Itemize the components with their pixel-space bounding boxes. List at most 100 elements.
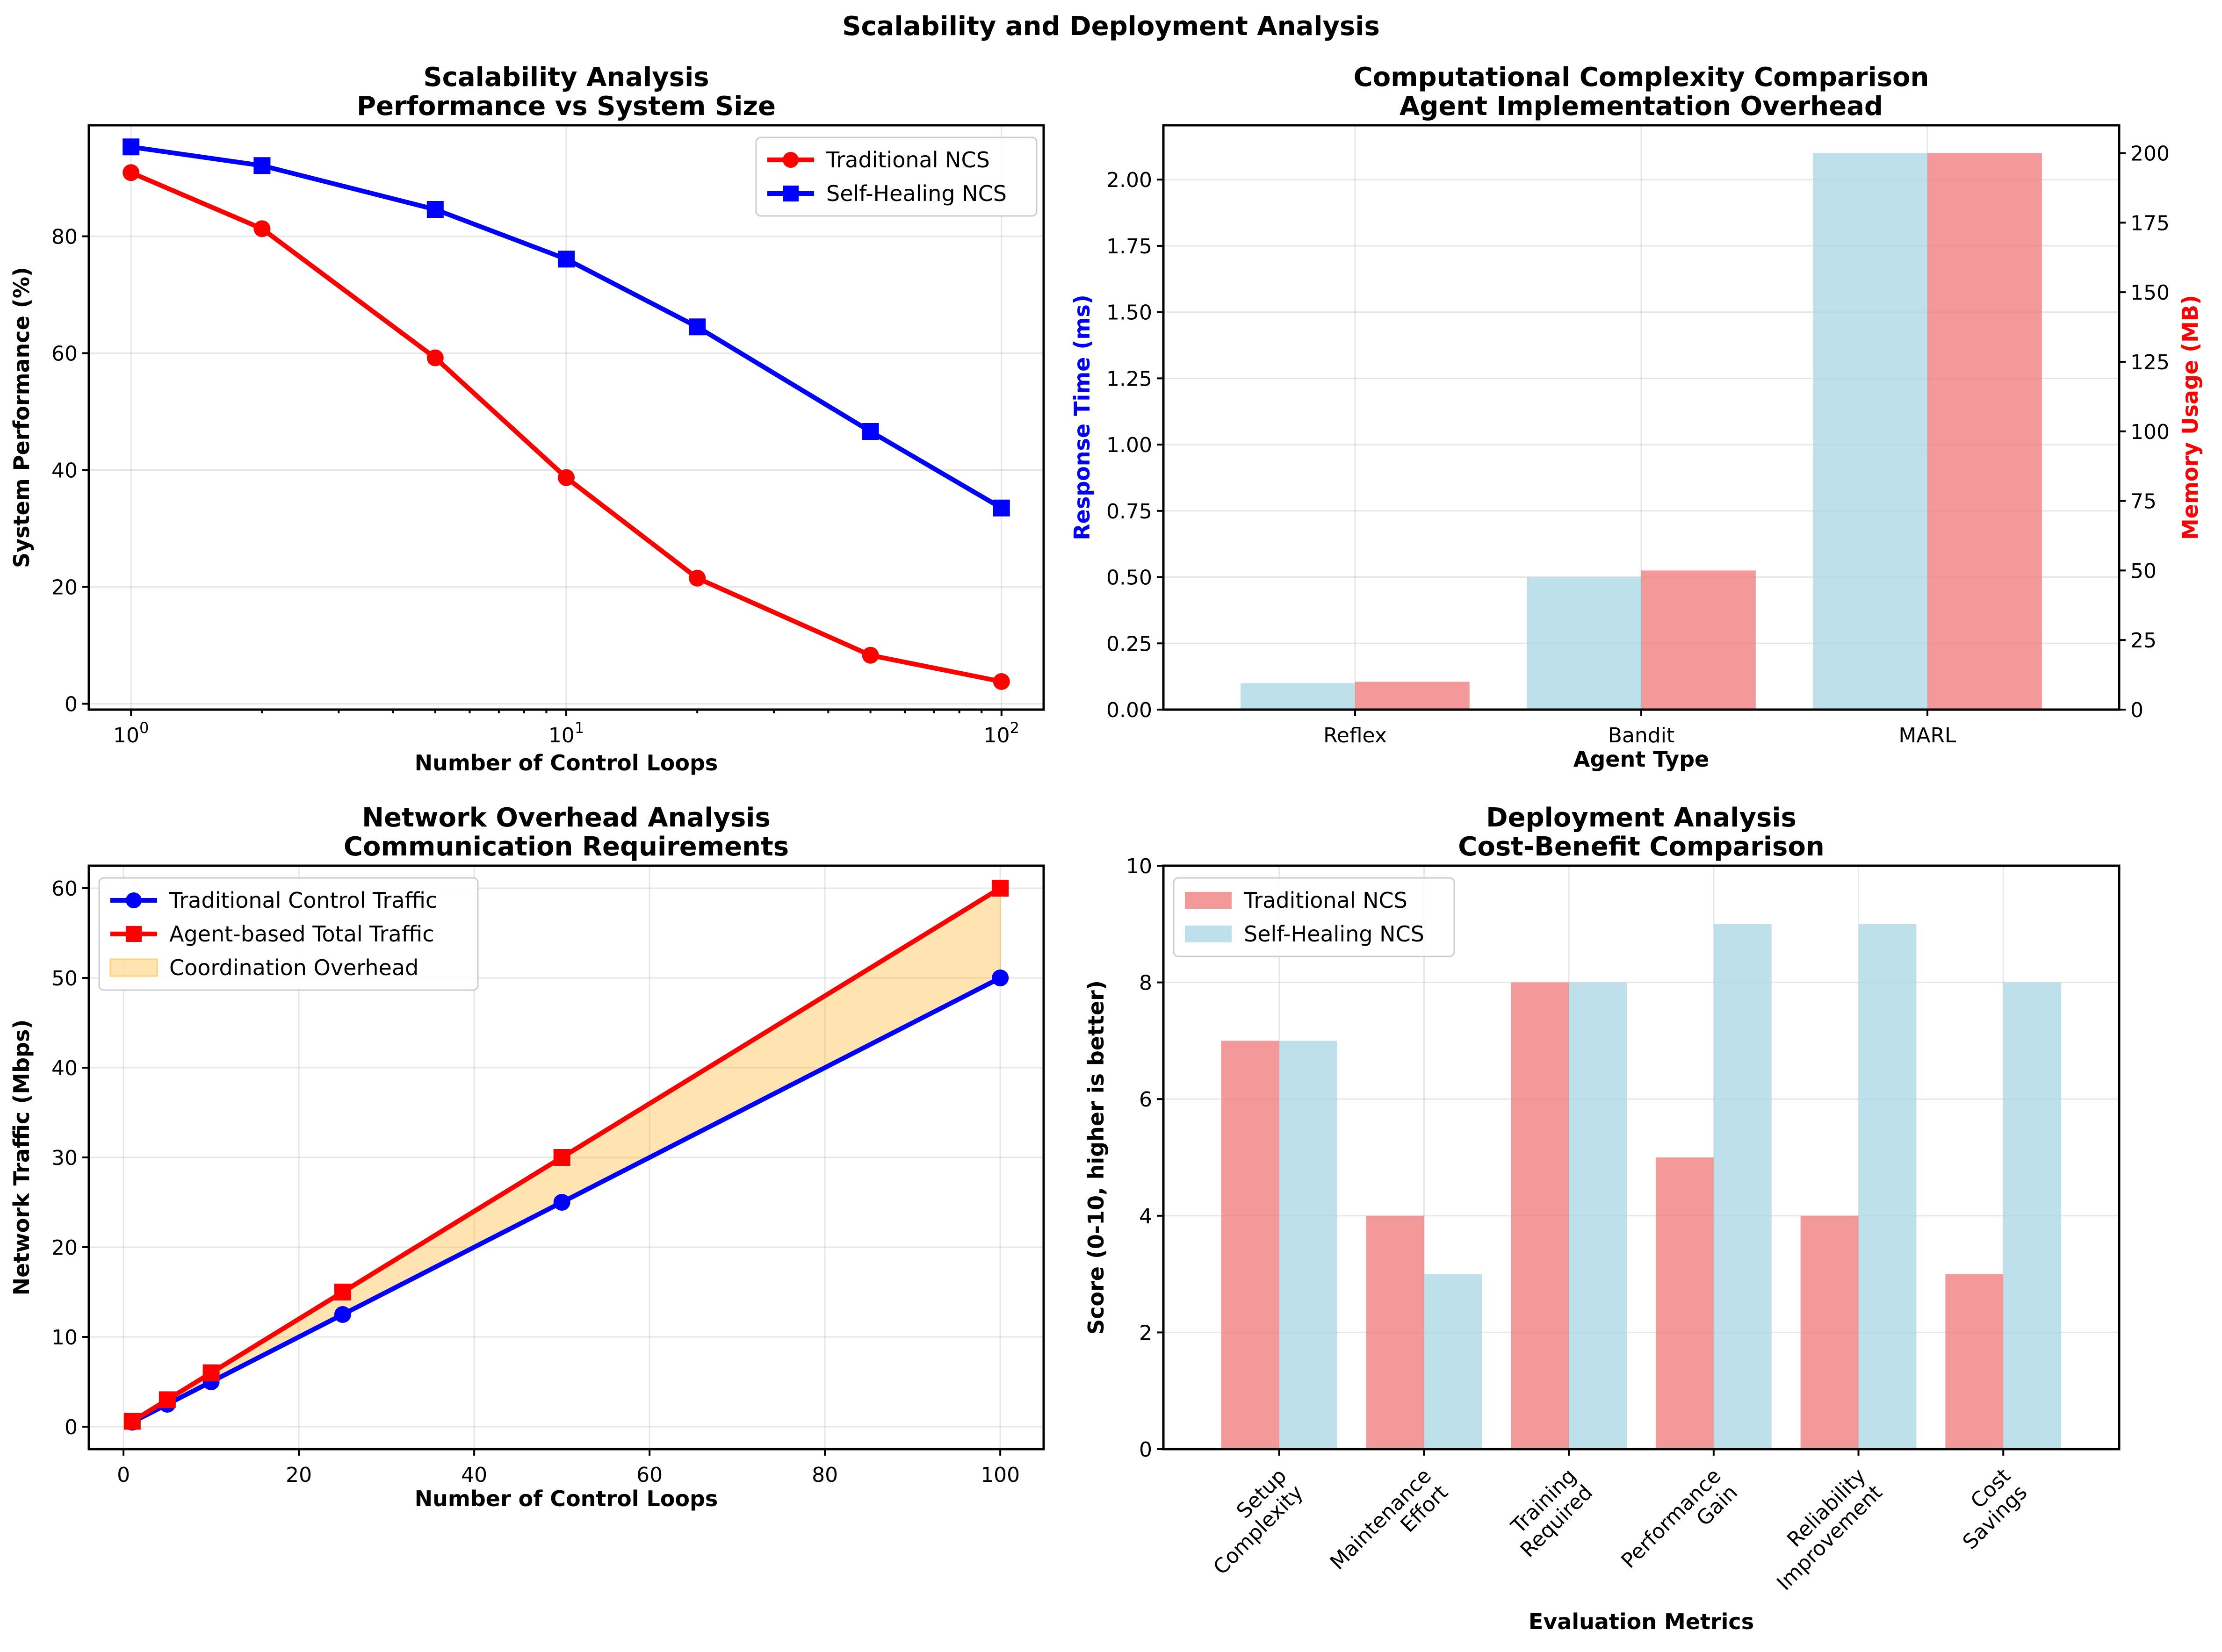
x-tick-label: 0 xyxy=(117,1463,130,1487)
tick-base: 10 xyxy=(984,724,1010,747)
y-tick-label: 1.00 xyxy=(1106,433,1152,457)
x-tick-label: Reflex xyxy=(1323,724,1387,747)
chart-title: Network Overhead Analysis xyxy=(362,803,771,833)
y2-tick-label: 100 xyxy=(2130,420,2170,444)
bar-response-time xyxy=(1813,153,1927,710)
y-tick-label: 20 xyxy=(51,576,78,600)
y2-tick-label: 75 xyxy=(2130,490,2157,514)
y-tick-label: 0.50 xyxy=(1106,566,1152,590)
data-point xyxy=(334,1306,351,1323)
bar-memory-usage xyxy=(1927,153,2042,710)
y2-axis-label: Memory Usage (MB) xyxy=(2178,295,2203,540)
data-point xyxy=(553,1194,570,1211)
x-tick-label: Bandit xyxy=(1608,724,1674,747)
legend-label: Self-Healing NCS xyxy=(826,181,1007,206)
bar-traditional-ncs xyxy=(1945,1274,2004,1449)
legend-marker xyxy=(126,926,142,942)
x-tick-label: 40 xyxy=(461,1463,487,1487)
legend-marker xyxy=(126,892,142,908)
legend-marker xyxy=(783,186,799,201)
x-axis-label: Number of Control Loops xyxy=(415,750,718,776)
data-point xyxy=(993,499,1010,517)
y-tick-label: 6 xyxy=(1139,1088,1152,1112)
y2-tick-label: 150 xyxy=(2130,281,2170,305)
data-point xyxy=(992,880,1009,897)
y-axis-label: Response Time (ms) xyxy=(1069,294,1095,540)
chart-subtitle: Agent Implementation Overhead xyxy=(1400,91,1883,122)
legend-label: Traditional Control Traffic xyxy=(169,888,437,913)
y-tick-label: 30 xyxy=(51,1146,78,1170)
y-tick-label: 40 xyxy=(51,1056,78,1080)
plot-frame xyxy=(1162,124,2121,711)
legend-marker xyxy=(783,152,799,168)
y-tick-label: 50 xyxy=(51,967,78,991)
y-tick-label: 1.25 xyxy=(1106,367,1152,391)
y-axis-label: System Performance (%) xyxy=(9,267,34,568)
bar-memory-usage xyxy=(1641,570,1756,710)
chart-title: Scalability Analysis xyxy=(423,62,709,93)
x-tick-label: 60 xyxy=(636,1463,663,1487)
y-axis-label: Network Traffic (Mbps) xyxy=(9,1020,34,1296)
bar-self-healing-ncs xyxy=(1569,982,1627,1449)
legend-label: Self-Healing NCS xyxy=(1244,921,1424,947)
data-point xyxy=(253,157,271,174)
data-point xyxy=(253,220,271,237)
x-tick-label: 102 xyxy=(984,719,1019,747)
bar-self-healing-ncs xyxy=(2003,982,2062,1449)
bar-traditional-ncs xyxy=(1800,1215,1859,1449)
data-point xyxy=(553,1149,570,1166)
y-tick-label: 10 xyxy=(1126,855,1152,878)
legend-swatch xyxy=(1185,892,1232,909)
complexity-chart: Computational Complexity ComparisonAgent… xyxy=(1069,62,2203,772)
tick-base: 10 xyxy=(113,724,139,747)
x-tick-label: 101 xyxy=(548,719,584,747)
tick-exponent: 0 xyxy=(139,719,149,737)
data-point xyxy=(123,164,140,181)
y-tick-label: 40 xyxy=(51,459,78,483)
x-tick-label: CostSavings xyxy=(1941,1464,2032,1554)
data-point xyxy=(689,569,706,587)
y2-tick-label: 175 xyxy=(2130,211,2170,235)
y-tick-label: 2.00 xyxy=(1106,168,1152,192)
data-point xyxy=(558,251,575,268)
y-tick-label: 0.00 xyxy=(1106,698,1152,722)
data-point xyxy=(558,469,575,486)
bar-response-time xyxy=(1527,577,1641,710)
x-tick-label: 80 xyxy=(812,1463,838,1487)
y-tick-label: 0 xyxy=(65,693,78,717)
y-axis-label: Score (0-10, higher is better) xyxy=(1083,980,1109,1335)
y-tick-label: 0 xyxy=(1139,1438,1152,1462)
bar-traditional-ncs xyxy=(1221,1041,1279,1449)
bar-traditional-ncs xyxy=(1655,1157,1714,1449)
x-tick-label: PerformanceGain xyxy=(1616,1464,1742,1590)
legend-box xyxy=(98,877,479,991)
x-tick-label: 20 xyxy=(286,1463,312,1487)
x-tick-label: ReliabilityImprovement xyxy=(1756,1464,1887,1595)
chart-title: Computational Complexity Comparison xyxy=(1354,62,1929,93)
legend-box xyxy=(1173,877,1455,957)
bar-self-healing-ncs xyxy=(1424,1274,1482,1449)
legend-label: Agent-based Total Traffic xyxy=(169,921,434,947)
tick-exponent: 1 xyxy=(575,719,584,737)
x-tick-label: 100 xyxy=(981,1463,1020,1487)
data-point xyxy=(334,1284,351,1300)
chart-title: Deployment Analysis xyxy=(1486,803,1796,833)
data-point xyxy=(159,1391,176,1408)
y2-tick-label: 50 xyxy=(2130,559,2157,583)
y-tick-label: 1.50 xyxy=(1106,301,1152,325)
x-tick-label: 100 xyxy=(113,719,149,747)
bar-traditional-ncs xyxy=(1366,1215,1424,1449)
legend-swatch xyxy=(1185,926,1232,942)
y-tick-label: 0 xyxy=(65,1415,78,1439)
x-tick-label: TrainingRequired xyxy=(1499,1464,1597,1562)
plot-frame xyxy=(87,864,1045,1451)
data-point xyxy=(992,970,1009,986)
data-point xyxy=(123,138,140,156)
bar-memory-usage xyxy=(1355,682,1470,710)
y-tick-label: 8 xyxy=(1139,971,1152,995)
y2-tick-label: 125 xyxy=(2130,351,2170,374)
y-tick-label: 1.75 xyxy=(1106,235,1152,259)
data-point xyxy=(689,318,706,336)
